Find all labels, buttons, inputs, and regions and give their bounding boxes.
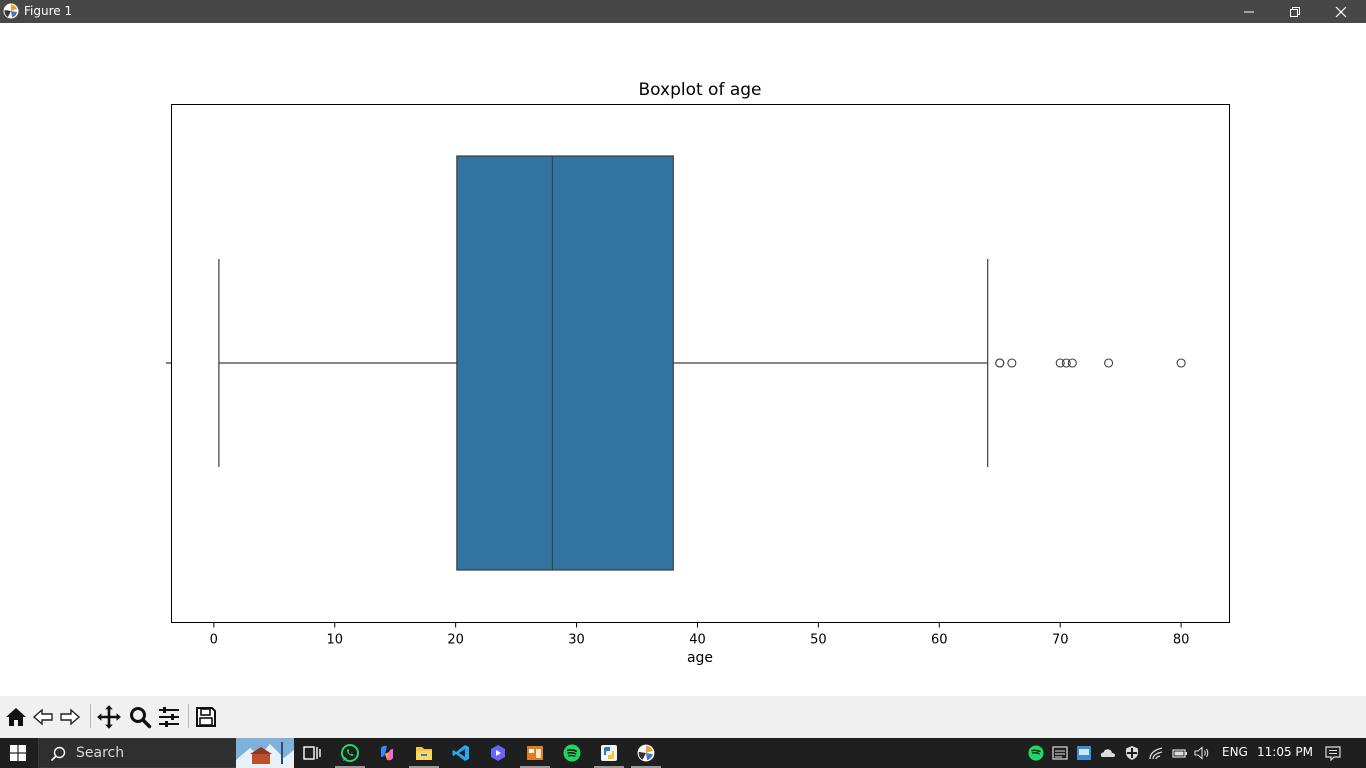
x-tick-label: 70 <box>1052 633 1069 648</box>
outlier-point <box>1067 358 1077 368</box>
clock-time[interactable]: 11:05 PM <box>1257 745 1313 759</box>
display-icon <box>1077 746 1091 760</box>
zoom-icon <box>130 707 152 729</box>
search-icon <box>50 746 66 762</box>
tray-wifi[interactable] <box>1148 745 1164 761</box>
taskbar-whatsapp[interactable] <box>332 738 368 768</box>
tray-onedrive[interactable] <box>1100 745 1116 761</box>
boxplot-chart: Boxplot of age 0 10 20 30 40 50 60 70 80 age <box>166 80 1230 666</box>
taskbar-media-app[interactable] <box>480 738 516 768</box>
x-tick-label: 30 <box>568 633 585 648</box>
tray-app-icon <box>1052 746 1068 760</box>
spotify-icon <box>1028 745 1044 761</box>
start-button[interactable] <box>0 738 36 768</box>
home-icon <box>6 708 26 726</box>
outlier-point <box>1176 358 1186 368</box>
python-icon <box>601 745 617 761</box>
tray-battery[interactable] <box>1172 745 1188 761</box>
minimize-button[interactable] <box>1226 0 1272 23</box>
taskbar-app[interactable] <box>517 738 553 768</box>
taskbar-task-view[interactable] <box>294 738 330 768</box>
media-app-icon <box>491 745 505 761</box>
task-view-icon <box>303 746 321 760</box>
outlier-point <box>1061 358 1071 368</box>
taskbar-python[interactable] <box>591 738 627 768</box>
file-explorer-icon <box>416 747 432 760</box>
tray-security[interactable] <box>1124 745 1140 761</box>
whatsapp-icon <box>341 744 359 762</box>
notification-center-button[interactable] <box>1325 745 1341 761</box>
save-button[interactable] <box>192 703 220 731</box>
copilot-icon <box>381 745 393 761</box>
x-tick-label: 80 <box>1173 633 1190 648</box>
x-tick-label: 0 <box>210 633 218 648</box>
wifi-icon <box>1149 747 1163 760</box>
pan-button[interactable] <box>95 703 123 731</box>
toolbar-separator <box>188 704 189 728</box>
matplotlib-logo-icon <box>3 3 19 19</box>
navigation-toolbar <box>0 696 1366 738</box>
language-indicator[interactable]: ENG <box>1222 745 1248 759</box>
shield-icon <box>1126 746 1138 760</box>
tray-app[interactable] <box>1052 745 1068 761</box>
pan-icon <box>97 705 121 729</box>
taskbar-copilot[interactable] <box>369 738 405 768</box>
restore-button[interactable] <box>1272 0 1318 23</box>
volume-icon <box>1194 746 1209 760</box>
notification-icon <box>1325 746 1341 761</box>
taskbar-file-explorer[interactable] <box>406 738 442 768</box>
configure-subplots-button[interactable] <box>155 703 183 731</box>
restore-icon <box>1290 6 1300 17</box>
cloud-icon <box>1100 749 1115 757</box>
tray-spotify[interactable] <box>1028 745 1044 761</box>
windows-logo-icon <box>10 745 26 761</box>
taskbar-vscode[interactable] <box>443 738 479 768</box>
matplotlib-icon <box>637 744 655 762</box>
search-placeholder: Search <box>76 745 125 761</box>
configure-subplots-icon <box>159 707 179 727</box>
x-tick-label: 10 <box>326 633 343 648</box>
figure-canvas[interactable]: Boxplot of age 0 10 20 30 40 50 60 70 80 age <box>0 23 1366 696</box>
tray-display[interactable] <box>1076 745 1092 761</box>
outlier-point <box>1104 358 1114 368</box>
minimize-icon <box>1244 11 1254 12</box>
window-title: Figure 1 <box>24 4 73 18</box>
back-button[interactable] <box>29 703 57 731</box>
iqr-box <box>456 155 674 571</box>
zoom-button[interactable] <box>126 703 154 731</box>
x-tick-label: 40 <box>689 633 706 648</box>
spotify-icon <box>563 744 581 762</box>
forward-button[interactable] <box>56 703 84 731</box>
taskbar-spotify[interactable] <box>554 738 590 768</box>
tray-volume[interactable] <box>1194 745 1210 761</box>
save-icon <box>196 707 216 727</box>
search-highlight-art-icon <box>236 738 294 768</box>
home-button[interactable] <box>2 703 30 731</box>
taskbar-matplotlib[interactable] <box>628 738 664 768</box>
outlier-point <box>1055 358 1065 368</box>
window-titlebar: Figure 1 <box>0 0 1366 23</box>
close-button[interactable] <box>1318 0 1364 23</box>
outlier-point <box>995 358 1005 368</box>
x-tick-label: 60 <box>931 633 948 648</box>
x-tick-label: 20 <box>447 633 464 648</box>
x-tick-label: 50 <box>810 633 827 648</box>
chart-title: Boxplot of age <box>638 80 761 100</box>
forward-icon <box>60 708 81 726</box>
close-icon <box>1335 6 1347 17</box>
back-icon <box>32 708 53 726</box>
app-icon <box>527 746 543 760</box>
x-axis-label: age <box>687 650 713 666</box>
battery-icon <box>1172 749 1187 758</box>
toolbar-separator <box>90 704 91 728</box>
windows-taskbar: Search <box>0 738 1366 768</box>
outlier-point <box>1007 358 1017 368</box>
vscode-icon <box>452 745 469 761</box>
